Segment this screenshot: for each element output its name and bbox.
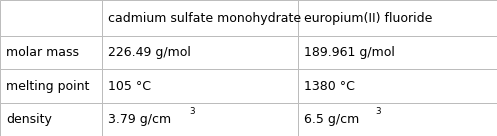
Text: 3: 3 <box>375 107 381 116</box>
Bar <box>298 103 497 136</box>
Text: melting point: melting point <box>6 80 89 92</box>
Text: 3: 3 <box>189 107 195 116</box>
Text: cadmium sulfate monohydrate: cadmium sulfate monohydrate <box>108 12 301 24</box>
Bar <box>298 0 497 36</box>
Text: molar mass: molar mass <box>6 46 79 59</box>
Text: europium(II) fluoride: europium(II) fluoride <box>304 12 432 24</box>
Text: 6.5 g/cm: 6.5 g/cm <box>304 113 359 126</box>
Bar <box>298 36 497 69</box>
Bar <box>0 69 102 103</box>
Bar <box>102 69 298 103</box>
Bar <box>102 103 298 136</box>
Bar <box>102 36 298 69</box>
Bar <box>102 0 298 36</box>
Bar <box>298 69 497 103</box>
Bar <box>0 103 102 136</box>
Bar <box>0 36 102 69</box>
Text: 105 °C: 105 °C <box>108 80 151 92</box>
Text: density: density <box>6 113 52 126</box>
Bar <box>0 0 102 36</box>
Text: 189.961 g/mol: 189.961 g/mol <box>304 46 395 59</box>
Text: 1380 °C: 1380 °C <box>304 80 355 92</box>
Text: 3.79 g/cm: 3.79 g/cm <box>108 113 171 126</box>
Text: 226.49 g/mol: 226.49 g/mol <box>108 46 191 59</box>
